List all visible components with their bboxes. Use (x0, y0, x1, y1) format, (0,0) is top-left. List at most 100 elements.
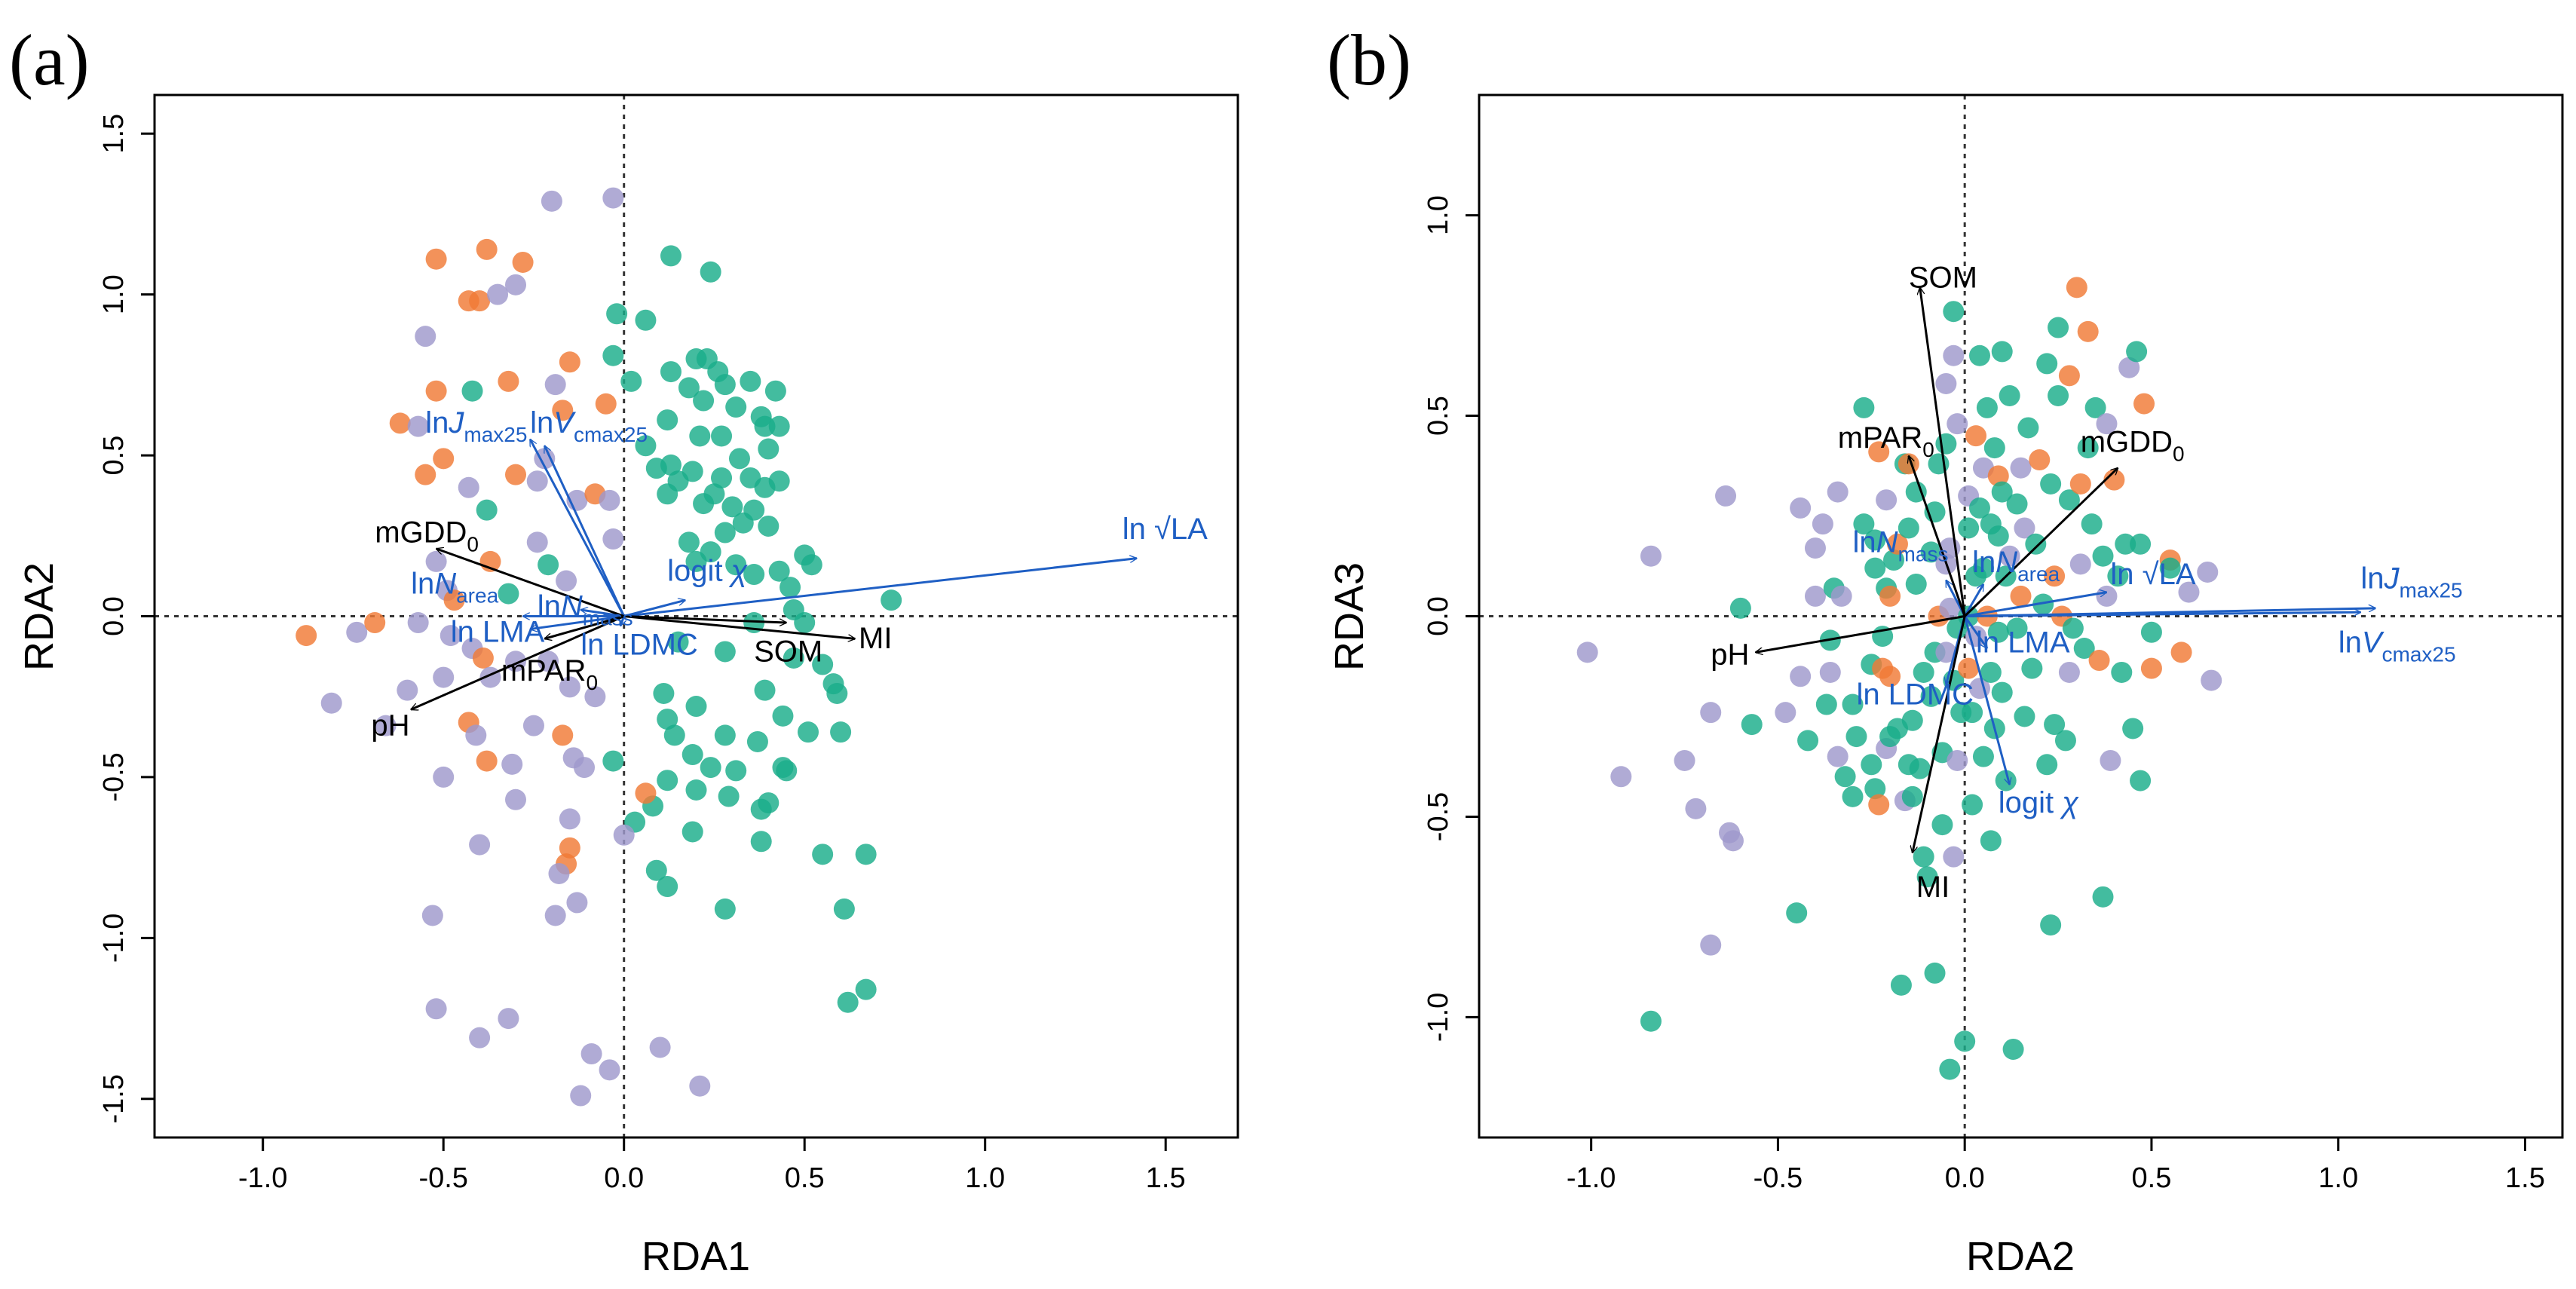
panel-b-data-point (1905, 481, 1927, 503)
panel-a-data-point (544, 374, 566, 396)
panel-a-arrows (411, 439, 1137, 710)
panel-b-arrow-som (1920, 287, 1966, 617)
panel-a-arrow-label-ln-la: ln √LA (1123, 513, 1208, 546)
panel-a-data-point (476, 499, 498, 521)
panel-a-data-point (711, 425, 733, 447)
panel-b-x-tick-label: -0.5 (1754, 1162, 1803, 1194)
panel-a-data-point (559, 676, 580, 698)
panel-a-x-tick-label: 1.5 (1146, 1162, 1186, 1194)
panel-a-data-point (425, 998, 447, 1020)
panel-a-arrow-label-lnvcmax25: lnVcmax25 (530, 406, 648, 446)
label-part: mGDD (375, 516, 467, 549)
panel-a-data-point (599, 489, 620, 511)
panel-b-data-point (1864, 778, 1886, 800)
panel-a-data-point (465, 724, 487, 746)
panel-b-data-point (1610, 766, 1632, 788)
panel-a-data-point (469, 1027, 491, 1049)
panel-a-data-point (700, 261, 721, 283)
panel-b-data-point (1999, 384, 2020, 406)
panel-a-x-axis-title: RDA1 (642, 1234, 750, 1279)
panel-a-data-point (768, 415, 790, 437)
panel-b-data-point (1965, 425, 1987, 447)
panel-a-data-point (421, 905, 443, 926)
panel-a-data-point (461, 380, 483, 402)
label-part: ln √LA (1123, 513, 1208, 546)
panel-a-y-tick-label: -1.0 (98, 914, 130, 963)
panel-b-data-point (2032, 593, 2054, 615)
panel-a-data-point (602, 750, 624, 772)
panel-a-data-point (657, 770, 678, 791)
panel-a-data-point (433, 766, 455, 788)
panel-b-y-tick-label: -0.5 (1423, 792, 1454, 841)
panel-a-data-point (750, 831, 772, 853)
panel-a-data-point (714, 522, 736, 543)
panel-a-data-point (768, 470, 790, 492)
panel-b-arrow-label-mgdd0: mGDD0 (2081, 425, 2185, 465)
label-part: ln (530, 406, 553, 439)
panel-a-data-point (613, 824, 635, 846)
panel-b-data-point (1991, 481, 2013, 503)
panel-b-data-point (2069, 473, 2091, 494)
panel-b-data-point (2084, 396, 2106, 418)
panel-a-data-point (657, 709, 678, 730)
panel-b-data-point (2197, 561, 2219, 583)
panel-b-data-point (1640, 1010, 1662, 1032)
label-part: pH (1711, 638, 1749, 671)
label-part: N (1876, 525, 1898, 559)
panel-a-data-point (657, 409, 678, 431)
label-part: mass (583, 607, 633, 630)
panel-a-data-point (714, 724, 736, 746)
panel-b-data-point (2096, 413, 2118, 435)
panel-b-y-tick-label: -1.0 (1423, 993, 1454, 1042)
panel-a-x-tick-label: 1.0 (965, 1162, 1005, 1194)
panel-a-data-point (772, 705, 794, 727)
panel-a-data-point (754, 679, 776, 701)
panel-b-data-point (1935, 372, 1957, 394)
label-part: J (2384, 562, 2400, 595)
panel-b-data-point (1886, 533, 1908, 555)
panel-b-data-point (2010, 457, 2032, 479)
panel-b-data-point (2048, 384, 2069, 406)
panel-a-y-tick-label: 0.0 (98, 596, 130, 636)
panel-a-label: (a) (9, 20, 90, 100)
panel-a-arrow-label-lnnarea: lnNarea (411, 568, 499, 608)
panel-b-data-point (1943, 344, 1965, 366)
panel-b-data-point (2159, 557, 2181, 579)
panel-b-data-point (2178, 581, 2200, 603)
panel-b-arrow-ln-lma (1963, 615, 1989, 649)
panel-a-data-point (678, 377, 700, 399)
panel-a-data-point (559, 351, 580, 373)
panel-b-x-tick-label: 1.0 (2318, 1162, 2358, 1194)
panel-b-data-point (1715, 485, 1737, 507)
panel-b-data-point (2092, 545, 2114, 567)
panel-b-data-point (2040, 914, 2062, 936)
panel-b-data-point (1935, 433, 1957, 455)
panel-a-data-point (649, 1036, 671, 1058)
panel-b-data-point (2044, 565, 2066, 587)
panel-b-data-point (1827, 746, 1849, 767)
panel-a-data-point (645, 458, 667, 479)
panel-a-data-point (801, 554, 822, 576)
panel-a-data-point (855, 978, 877, 1000)
panel-b-data-point (1827, 481, 1849, 503)
panel-b-data-point (1901, 709, 1923, 731)
panel-a-data-point (764, 380, 786, 402)
panel-b-data-point (1991, 341, 2013, 363)
panel-a-data-point (635, 309, 657, 331)
panel-b-data-point (2036, 754, 2058, 776)
panel-a-arrow-label-ln-ldmc: ln LDMC (580, 629, 698, 662)
panel-a-data-point (743, 499, 765, 521)
panel-b-data-point (2077, 320, 2099, 342)
panel-b-data-point (1640, 545, 1662, 567)
panel-b-data-point (1924, 962, 1946, 984)
panel-a-data-point (599, 1059, 620, 1081)
panel-b-data-point (1786, 902, 1808, 924)
panel-b-data-point (2170, 641, 2192, 663)
panel-a-data-point (320, 692, 342, 714)
label-part: logit (667, 555, 722, 588)
panel-b-y-tick-label: 1.0 (1423, 195, 1454, 235)
panel-a-data-point (498, 583, 519, 605)
panel-a-data-point (397, 679, 418, 701)
